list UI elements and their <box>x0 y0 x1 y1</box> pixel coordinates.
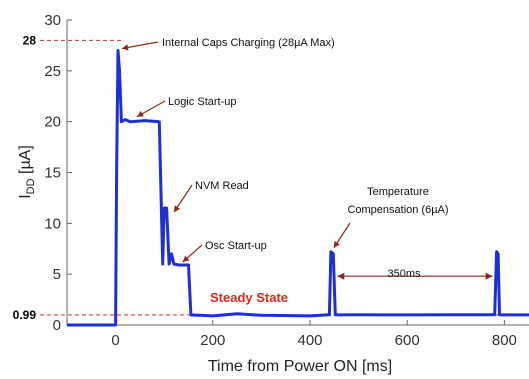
annotation-arrows <box>121 41 493 280</box>
y-axis-label-main: I <box>17 194 34 198</box>
annotation-logic-startup: Logic Start-up <box>168 96 236 108</box>
annotation-nvm-read: NVM Read <box>195 180 249 192</box>
annotation-temp-line2: Compensation (6µA) <box>347 204 448 216</box>
annotation-interval: 350ms <box>387 268 421 280</box>
y-tick-label: 15 <box>44 165 61 182</box>
x-tick-label: 800 <box>492 332 517 349</box>
interval-arrow <box>337 272 493 280</box>
arrow-temp-compensation <box>333 222 351 249</box>
arrow-osc-startup <box>182 244 203 263</box>
series-line <box>67 49 529 327</box>
arrow-caps-charging <box>121 41 159 51</box>
plot-frame <box>66 20 529 326</box>
y-tick-label: 5 <box>53 266 61 283</box>
annotation-temp-line1: Temperature <box>367 186 429 198</box>
y-axis-label: IDD [µA] <box>17 145 37 199</box>
y-tick-label: 0 <box>53 317 61 334</box>
reference-lines: 280.99 <box>13 33 529 322</box>
y-tick-label: 10 <box>44 215 61 232</box>
annotation-osc-startup: Osc Start-up <box>205 240 267 252</box>
y-tick-label: 30 <box>44 12 61 29</box>
reference-label: 0.99 <box>13 308 37 322</box>
reference-label: 28 <box>23 33 37 47</box>
y-tick-label: 25 <box>44 63 61 80</box>
arrow-nvm-read <box>173 184 193 213</box>
steady-state-label: Steady State <box>210 290 288 305</box>
x-axis-label: Time from Power ON [ms] <box>208 358 392 375</box>
y-axis-label-sub: DD <box>25 178 37 194</box>
annotation-caps-charging: Internal Caps Charging (28µA Max) <box>162 37 335 49</box>
x-tick-label: 200 <box>200 332 225 349</box>
x-tick-label: 600 <box>395 332 420 349</box>
series-group <box>67 49 529 327</box>
arrow-logic-startup <box>136 100 166 118</box>
x-tick-label: 400 <box>297 332 322 349</box>
y-tick-label: 20 <box>44 114 61 131</box>
y-axis-label-unit: [µA] <box>17 145 34 178</box>
x-tick-label: 0 <box>111 332 119 349</box>
svg-text:IDD [µA]: IDD [µA] <box>17 145 37 199</box>
tick-group: 0 200 400 600 800 0 5 10 15 20 25 30 <box>44 12 517 349</box>
